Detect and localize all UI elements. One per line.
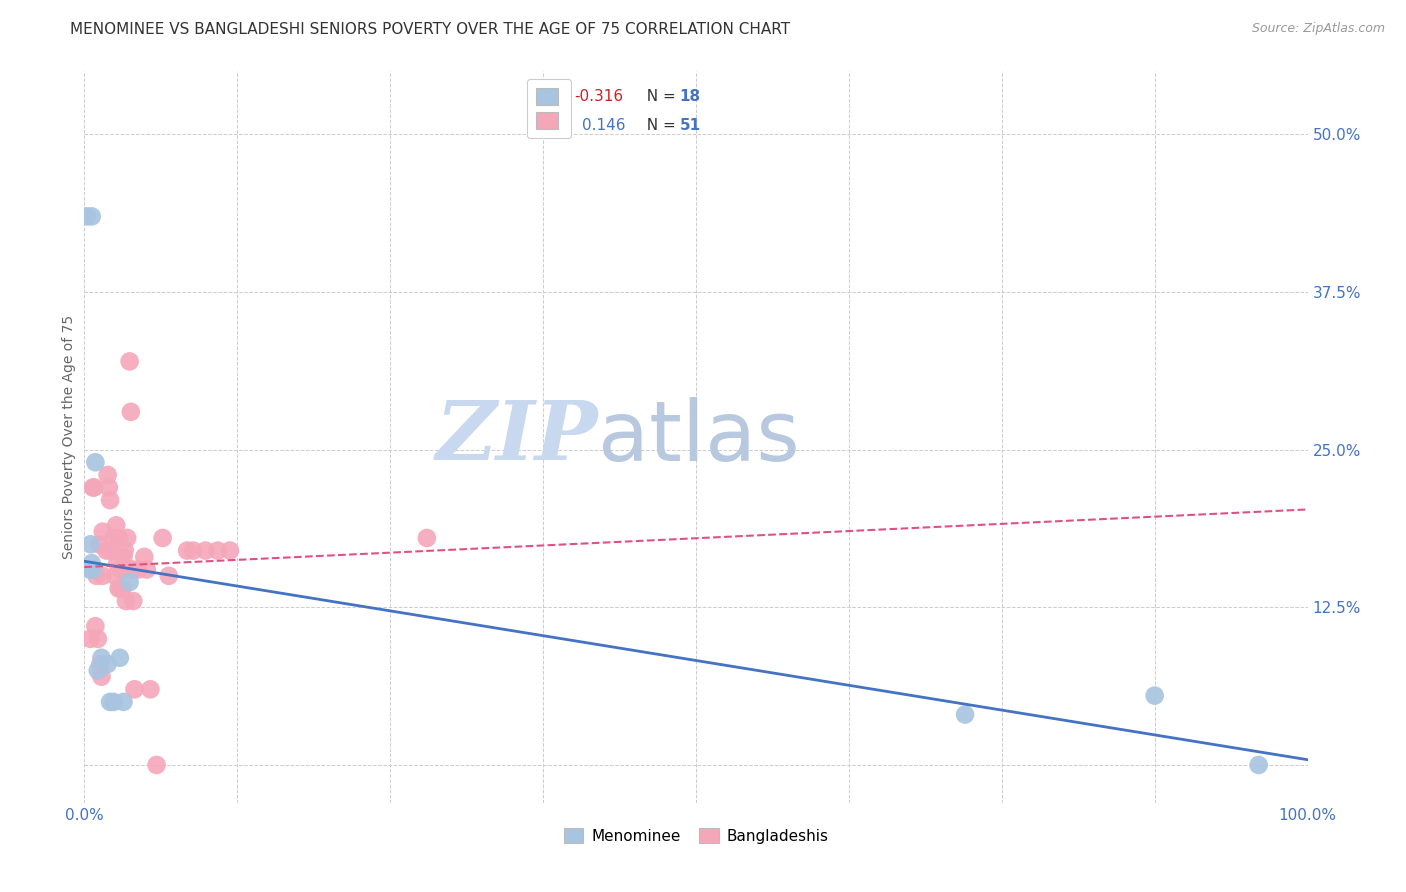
Text: ZIP: ZIP [436, 397, 598, 477]
Text: Source: ZipAtlas.com: Source: ZipAtlas.com [1251, 22, 1385, 36]
Text: N =: N = [637, 89, 681, 104]
Point [108, 650, 131, 665]
Point [87, 537, 110, 551]
Point [84, 619, 107, 633]
Point [91, 569, 114, 583]
Point [90, 650, 112, 665]
Text: 51: 51 [679, 118, 700, 133]
Point [111, 582, 134, 596]
Point [104, 569, 127, 583]
Point [117, 562, 139, 576]
Point [82, 481, 104, 495]
Text: N =: N = [637, 118, 681, 133]
Point [134, 549, 156, 564]
Point [115, 562, 138, 576]
Text: MENOMINEE VS BANGLADESHI SENIORS POVERTY OVER THE AGE OF 75 CORRELATION CHART: MENOMINEE VS BANGLADESHI SENIORS POVERTY… [70, 22, 790, 37]
Point [194, 543, 217, 558]
Point [98, 493, 121, 508]
Point [181, 543, 204, 558]
Point [79, 537, 101, 551]
Point [77, 562, 100, 576]
Point [103, 695, 125, 709]
Point [100, 543, 122, 558]
Point [219, 543, 242, 558]
Point [76, 210, 98, 224]
Point [1247, 758, 1270, 772]
Point [124, 682, 146, 697]
Point [127, 562, 149, 576]
Point [97, 467, 120, 482]
Point [86, 569, 108, 583]
Point [115, 594, 138, 608]
Point [82, 562, 104, 576]
Point [953, 707, 976, 722]
Point [87, 632, 110, 646]
Point [87, 664, 110, 678]
Text: R =: R = [536, 118, 574, 133]
Point [79, 632, 101, 646]
Point [135, 562, 157, 576]
Point [80, 210, 103, 224]
Point [120, 405, 142, 419]
Text: R =: R = [536, 89, 568, 104]
Point [107, 531, 129, 545]
Point [145, 758, 167, 772]
Point [121, 562, 143, 576]
Point [107, 582, 129, 596]
Point [97, 481, 120, 495]
Point [122, 594, 145, 608]
Point [105, 556, 128, 570]
Point [84, 455, 107, 469]
Point [89, 657, 111, 671]
Point [80, 556, 103, 570]
Point [1143, 689, 1166, 703]
Point [90, 670, 112, 684]
Point [105, 518, 128, 533]
Point [91, 524, 114, 539]
Legend: Menominee, Bangladeshis: Menominee, Bangladeshis [558, 822, 834, 850]
Text: 0.146: 0.146 [582, 118, 626, 133]
Point [96, 543, 118, 558]
Point [112, 549, 135, 564]
Point [157, 569, 180, 583]
Point [152, 531, 174, 545]
Y-axis label: Seniors Poverty Over the Age of 75: Seniors Poverty Over the Age of 75 [62, 315, 76, 559]
Point [118, 354, 141, 368]
Point [111, 562, 134, 576]
Point [110, 562, 132, 576]
Text: 18: 18 [679, 89, 700, 104]
Point [108, 582, 131, 596]
Text: atlas: atlas [598, 397, 800, 477]
Point [115, 531, 138, 545]
Point [118, 575, 141, 590]
Point [139, 682, 162, 697]
Point [176, 543, 198, 558]
Text: -0.316: -0.316 [575, 89, 623, 104]
Point [97, 657, 120, 671]
Point [112, 695, 135, 709]
Point [98, 695, 121, 709]
Point [416, 531, 439, 545]
Point [207, 543, 229, 558]
Point [114, 543, 136, 558]
Point [120, 562, 142, 576]
Point [103, 531, 125, 545]
Point [83, 481, 105, 495]
